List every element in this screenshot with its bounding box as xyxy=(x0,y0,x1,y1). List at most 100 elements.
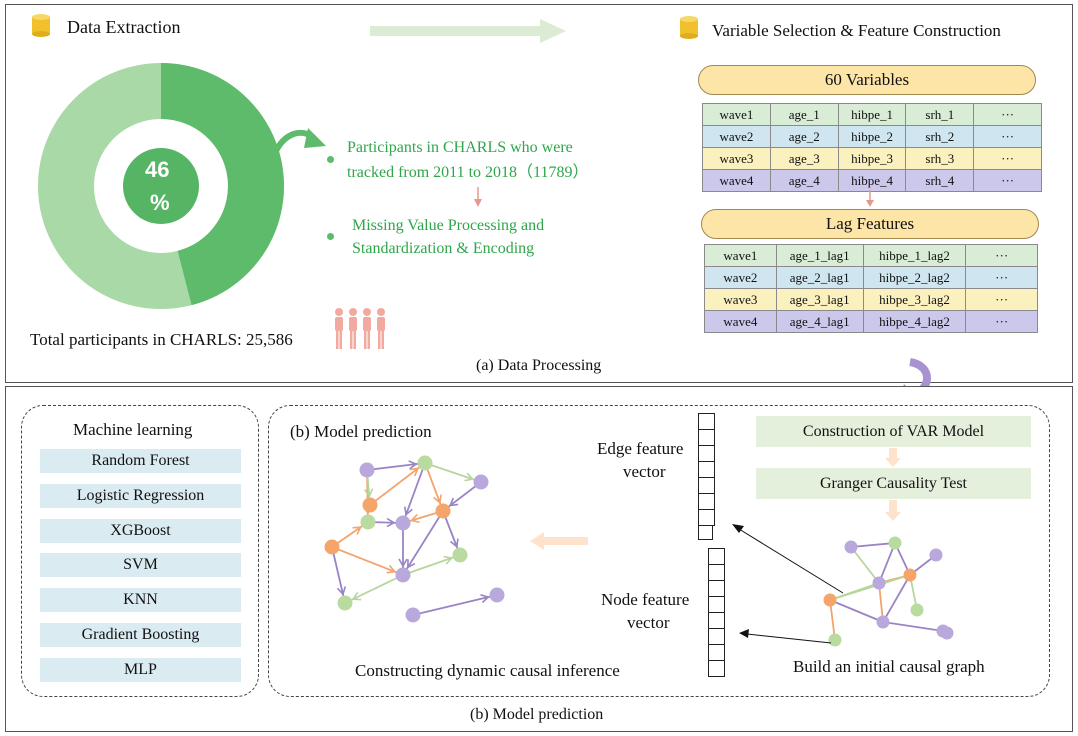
table-cell: srh_3 xyxy=(905,147,975,170)
node-feature-label: Node feature xyxy=(601,590,690,609)
graph-node xyxy=(489,587,505,603)
donut-percent-symbol: % xyxy=(150,190,170,215)
down-arrow xyxy=(474,187,482,207)
graph-arrowhead xyxy=(406,559,416,569)
table-cell: srh_2 xyxy=(905,125,975,148)
graph-node xyxy=(360,514,376,530)
step2-line1: Missing Value Processing and xyxy=(352,217,545,234)
table-cell: ··· xyxy=(965,266,1038,289)
initial-graph-label: Build an initial causal graph xyxy=(793,657,985,676)
graph-edge xyxy=(412,594,498,616)
flow-arrow xyxy=(370,19,566,43)
graph-node xyxy=(903,568,917,582)
ml-methods-box xyxy=(21,405,259,697)
variables-table: wave1 age_1 hibpe_1 srh_1 ··· wave2 age_2 hibpe… xyxy=(702,103,1042,192)
step1-line2: tracked from 2011 to 2018（11789） xyxy=(347,164,589,181)
graph-arrowhead xyxy=(363,488,374,498)
table-cell: hibpe_3_lag2 xyxy=(862,288,967,311)
table-cell: wave1 xyxy=(702,103,771,126)
graph-node xyxy=(417,455,433,471)
table-cell: age_3 xyxy=(769,147,839,170)
table-cell: wave1 xyxy=(704,244,777,267)
table-row: wave1 age_1 hibpe_1 srh_1 ··· xyxy=(702,103,1042,126)
dynamic-graph-label: Constructing dynamic causal inference xyxy=(355,661,620,680)
model-prediction-caption: (b) Model prediction xyxy=(470,706,604,723)
graph-arrowhead xyxy=(443,555,454,565)
database-icon xyxy=(32,14,50,37)
variables-label: 60 Variables xyxy=(698,65,1036,95)
edge-feature-label: Edge feature xyxy=(597,439,684,458)
total-participants: Total participants in CHARLS: 25,586 xyxy=(30,330,293,349)
ml-method-item: Logistic Regression xyxy=(40,483,241,508)
graph-node xyxy=(362,497,378,513)
table-row: wave4 age_4_lag1 hibpe_4_lag2 ··· xyxy=(704,310,1038,333)
var-model-step: Construction of VAR Model xyxy=(756,416,1031,447)
table-cell: hibpe_4 xyxy=(837,169,907,192)
graph-node xyxy=(405,607,421,623)
graph-to-vectors-arrows xyxy=(732,524,844,644)
down-arrow xyxy=(885,500,901,521)
graph-arrowhead xyxy=(386,564,397,574)
table-cell: ··· xyxy=(973,147,1042,170)
table-cell: age_1 xyxy=(769,103,839,126)
graph-node xyxy=(395,567,411,583)
graph-arrowhead xyxy=(464,472,475,482)
step2-line2: Standardization & Encoding xyxy=(352,240,535,257)
graph-arrowhead xyxy=(408,460,418,470)
granger-test-step: Granger Causality Test xyxy=(756,468,1031,499)
graph-edge xyxy=(402,462,426,524)
graph-node xyxy=(452,547,468,563)
data-extraction-title: Data Extraction xyxy=(67,17,181,37)
feature-construction-title: Variable Selection & Feature Constructio… xyxy=(712,21,1001,40)
table-cell: age_2_lag1 xyxy=(775,266,864,289)
graph-edge xyxy=(369,462,426,506)
node-feature-label-2: vector xyxy=(627,613,670,632)
graph-edge xyxy=(344,574,404,604)
curved-arrow xyxy=(271,128,326,157)
ml-method-item: SVM xyxy=(40,553,241,578)
table-row: wave2 age_2 hibpe_2 srh_2 ··· xyxy=(702,125,1042,148)
graph-arrowhead xyxy=(336,586,347,596)
edge-feature-vector xyxy=(698,413,715,540)
bullet-dot xyxy=(327,156,334,163)
graph-arrowhead xyxy=(409,467,420,477)
table-cell: age_1_lag1 xyxy=(775,244,864,267)
table-cell: hibpe_3 xyxy=(837,147,907,170)
donut-percent: 46 xyxy=(145,157,170,182)
ml-title: Machine learning xyxy=(73,420,193,439)
table-cell: wave4 xyxy=(704,310,777,333)
ml-method-item: Random Forest xyxy=(40,449,241,473)
flow-arrow-left xyxy=(530,532,588,550)
donut-retained-segment xyxy=(160,63,284,306)
graph-edge xyxy=(829,574,911,601)
graph-arrowhead xyxy=(410,514,420,524)
table-cell: wave2 xyxy=(704,266,777,289)
table-cell: hibpe_4_lag2 xyxy=(862,310,967,333)
table-cell: hibpe_1 xyxy=(837,103,907,126)
ml-method-item: KNN xyxy=(40,588,241,613)
node-feature-vector xyxy=(708,548,725,677)
table-cell: age_3_lag1 xyxy=(775,288,864,311)
graph-edge xyxy=(878,582,884,623)
graph-edge xyxy=(878,542,896,584)
graph-node xyxy=(872,576,886,590)
graph-edge xyxy=(829,599,836,641)
graph-node xyxy=(940,626,954,640)
dynamic-causal-graph xyxy=(324,455,505,623)
table-row: wave1 age_1_lag1 hibpe_1_lag2 ··· xyxy=(704,244,1038,267)
graph-node xyxy=(888,536,902,550)
table-cell: hibpe_2_lag2 xyxy=(862,266,967,289)
table-cell: age_4 xyxy=(769,169,839,192)
graph-node xyxy=(324,539,340,555)
graph-node xyxy=(910,603,924,617)
graph-node xyxy=(929,548,943,562)
table-cell: wave2 xyxy=(702,125,771,148)
graph-arrowhead xyxy=(480,594,490,604)
graph-node xyxy=(876,615,890,629)
table-cell: ··· xyxy=(965,244,1038,267)
table-cell: ··· xyxy=(973,103,1042,126)
table-row: wave4 age_4 hibpe_4 srh_4 ··· xyxy=(702,169,1042,192)
graph-arrowhead xyxy=(398,558,408,568)
table-row: wave3 age_3 hibpe_3 srh_3 ··· xyxy=(702,147,1042,170)
database-icon xyxy=(680,16,698,39)
